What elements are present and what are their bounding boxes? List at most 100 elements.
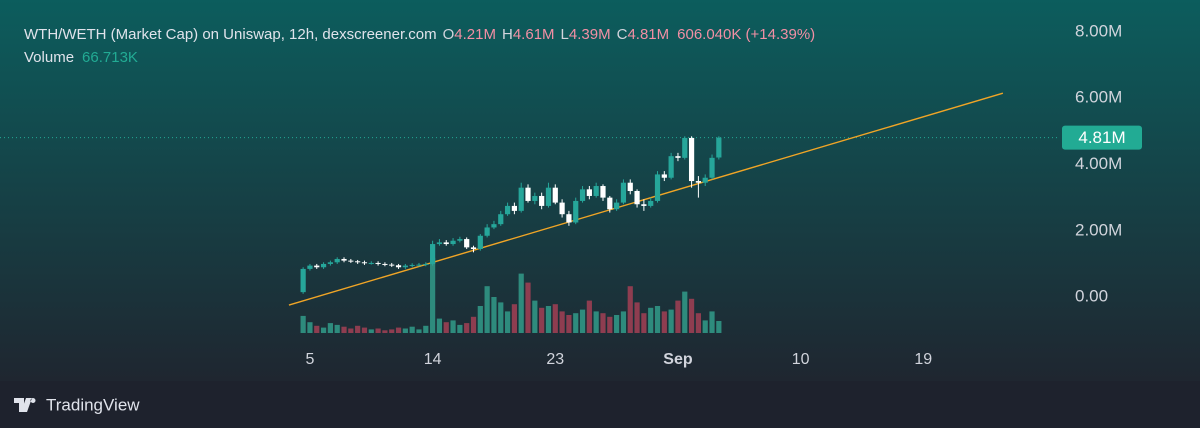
volume-value: 66.713K [82,49,138,66]
volume-bar [368,329,374,333]
volume-bar [525,282,531,333]
candle-body [511,205,517,211]
candle-body [464,239,470,248]
x-tick-label: 14 [424,351,442,368]
x-tick-label: 19 [914,351,932,368]
volume-bar [464,323,470,333]
candle-body [457,239,463,241]
volume-bar [539,307,545,333]
candle-body [614,202,620,210]
volume-bar [716,320,722,333]
brand: TradingView [46,395,140,414]
candle-body [668,156,674,178]
volume-bar [675,300,681,333]
volume-bar [532,300,538,333]
ohlc-key: O [443,26,455,43]
candle-body [688,137,695,182]
volume-bar [627,286,633,333]
volume-bar [402,328,408,333]
volume-bar [614,315,620,333]
volume-bar [477,306,483,333]
candle-body [675,156,681,158]
volume-bar [484,286,490,333]
volume-bar [654,306,661,333]
volume-bar [416,329,422,333]
volume-bar [443,322,449,333]
candle-body [361,262,368,264]
volume-bar [593,311,599,333]
volume-bar [702,320,708,333]
candle-body [348,260,354,262]
candle-body [661,174,667,178]
volume-line: Volume 66.713K [24,49,138,66]
candle-body [504,205,511,215]
ohlc-key: H [502,26,513,43]
candle-body [307,265,313,269]
candle-body [627,182,633,191]
candle-body [382,263,388,265]
volume-bar [382,330,388,333]
title: WTH/WETH (Market Cap) on Uniswap, 12h, d… [24,26,437,43]
volume-bar [709,311,715,333]
volume-bar [491,297,497,333]
y-tick-label: 8.00M [1075,21,1122,40]
volume-bar [552,304,558,333]
candle-body [300,268,306,293]
volume-bar [361,327,368,333]
volume-bar [600,313,606,333]
volume-bar [355,325,361,333]
volume-bar [470,316,477,333]
volume-bar [389,329,395,333]
ohlc-key: C [617,26,628,43]
volume-bar [334,324,340,333]
volume-bar [586,300,592,333]
candle-body [593,186,599,196]
x-tick-label: 5 [305,351,314,368]
volume-bar [668,309,674,333]
candle-body [430,244,436,264]
candle-body [327,262,333,264]
ohlc-value: 4.81M [627,26,669,43]
volume-bar [682,291,688,333]
candle-body [423,263,429,265]
candle-body [525,187,531,201]
candle-body [620,182,627,203]
volume-bar [688,298,695,333]
candle-body [436,242,443,245]
volume-bar [634,302,640,333]
candle-body [634,190,640,205]
trendline [288,92,1004,306]
plot-area: 8.00M 6.00M 4.00M 2.00M 0.00 5 14 23 Sep 10 19 4.81… [0,21,1142,368]
volume-bar [348,328,354,333]
x-tick-label: 23 [546,351,564,368]
price-badge-label: 4.81M [1078,128,1125,147]
volume-bar [430,257,436,333]
x-tick-label: 10 [792,351,810,368]
candle-body [402,265,408,268]
candle-body [648,200,654,206]
volume-bar [457,324,463,333]
volume-bar [648,307,654,333]
ohlc-value: 4.21M [454,26,496,43]
candle-body [539,195,545,206]
candle-body [320,263,327,268]
ohlc-value: 4.61M [513,26,555,43]
volume-bar [375,328,381,333]
volume-bar [579,309,586,333]
candle-body [545,187,552,206]
candle-body [654,174,661,201]
volume-bar [518,273,524,333]
volume-bar [559,311,565,333]
volume-bar [641,313,647,333]
volume-bar [423,325,429,333]
candle-body [641,204,647,206]
volume-bar [341,326,347,333]
footer-bar [0,381,1200,428]
candle-body [573,200,579,223]
price-badge [1062,125,1142,150]
chart-background [0,0,1200,381]
candle-body [470,247,477,250]
candle-body [607,197,613,210]
volume-bar [511,304,517,333]
